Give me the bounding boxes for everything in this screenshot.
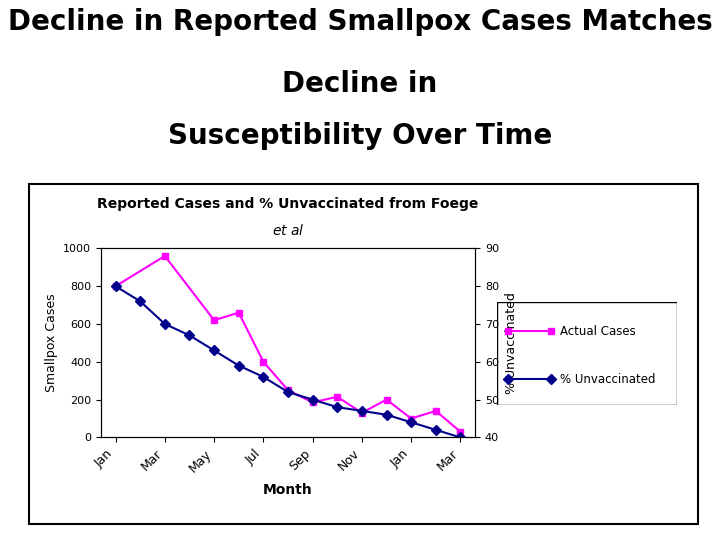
Text: $\it{et\ al}$: $\it{et\ al}$ (271, 222, 305, 238)
Text: Decline in Reported Smallpox Cases Matches: Decline in Reported Smallpox Cases Match… (8, 8, 712, 36)
Text: Decline in: Decline in (282, 70, 438, 98)
Y-axis label: % Unvaccinated: % Unvaccinated (505, 292, 518, 394)
X-axis label: Month: Month (263, 483, 313, 497)
Text: Actual Cases: Actual Cases (560, 325, 636, 338)
Text: Susceptibility Over Time: Susceptibility Over Time (168, 122, 552, 150)
Text: Reported Cases and % Unvaccinated from Foege: Reported Cases and % Unvaccinated from F… (97, 197, 479, 211)
Text: % Unvaccinated: % Unvaccinated (560, 373, 655, 386)
Y-axis label: Smallpox Cases: Smallpox Cases (45, 294, 58, 392)
